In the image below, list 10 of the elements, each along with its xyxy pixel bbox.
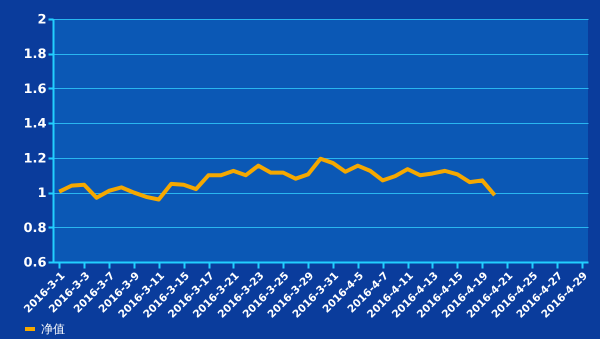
- y-tick-label: 1.4: [23, 116, 46, 132]
- y-tick-label: 0.8: [23, 220, 46, 236]
- legend-label: 净值: [41, 322, 65, 336]
- y-tick-label: 0.6: [23, 256, 46, 270]
- y-tick-label: 1.2: [23, 151, 46, 166]
- y-tick-label: 2: [37, 12, 46, 28]
- y-tick-label: 1: [37, 186, 46, 202]
- line-series: [57, 156, 497, 202]
- y-tick-label: 1.6: [23, 82, 46, 97]
- y-tick-label: 1.8: [23, 47, 46, 62]
